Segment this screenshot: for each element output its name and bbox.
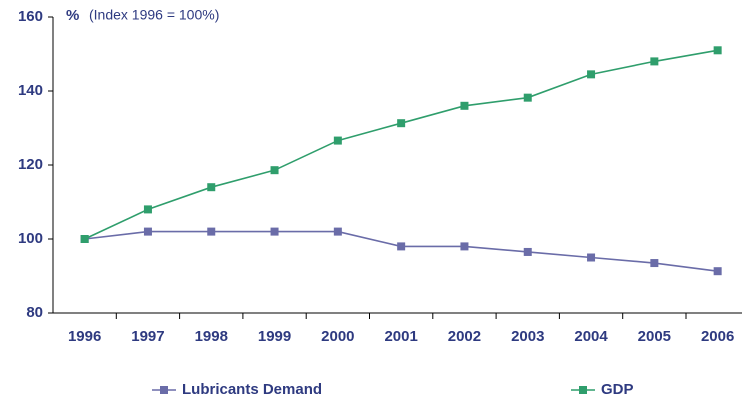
point	[143, 227, 152, 236]
x-tick-label: 1997	[131, 328, 164, 345]
x-tick-label: 1996	[68, 328, 101, 345]
legend-label: GDP	[601, 381, 634, 398]
point	[587, 70, 596, 79]
point	[207, 227, 216, 236]
point	[523, 93, 532, 102]
point	[650, 57, 659, 66]
point	[587, 253, 596, 262]
point	[460, 101, 469, 110]
point	[270, 227, 279, 236]
x-tick-label: 1998	[195, 328, 228, 345]
x-tick-label: 1999	[258, 328, 291, 345]
x-tick-label: 2003	[511, 328, 544, 345]
point	[80, 235, 89, 243]
x-tick-label: 2004	[574, 328, 608, 345]
subtitle: (Index 1996 = 100%)	[89, 7, 219, 23]
point	[333, 136, 342, 145]
legend-label: Lubricants Demand	[182, 381, 322, 398]
x-tick-label: 2002	[448, 328, 481, 345]
point	[397, 119, 406, 128]
point	[397, 242, 406, 251]
point	[460, 242, 469, 251]
point	[333, 227, 342, 236]
legend-marker	[579, 386, 587, 394]
point	[207, 183, 216, 192]
point	[523, 247, 532, 256]
unit-label: %	[66, 7, 79, 24]
y-tick-label: 80	[26, 304, 43, 321]
y-tick-label: 160	[18, 8, 43, 25]
point	[713, 46, 722, 55]
x-tick-label: 2000	[321, 328, 354, 345]
point	[143, 205, 152, 214]
series-line	[84, 49, 718, 240]
x-tick-label: 2001	[384, 328, 417, 345]
x-tick-label: 2006	[701, 328, 734, 345]
point	[650, 259, 659, 268]
y-tick-label: 120	[18, 156, 43, 173]
y-tick-label: 140	[18, 82, 43, 99]
point	[270, 166, 279, 175]
y-tick-label: 100	[18, 230, 43, 247]
series-line	[84, 230, 718, 272]
point	[713, 267, 722, 276]
legend-marker	[160, 386, 168, 394]
x-tick-label: 2005	[638, 328, 671, 345]
